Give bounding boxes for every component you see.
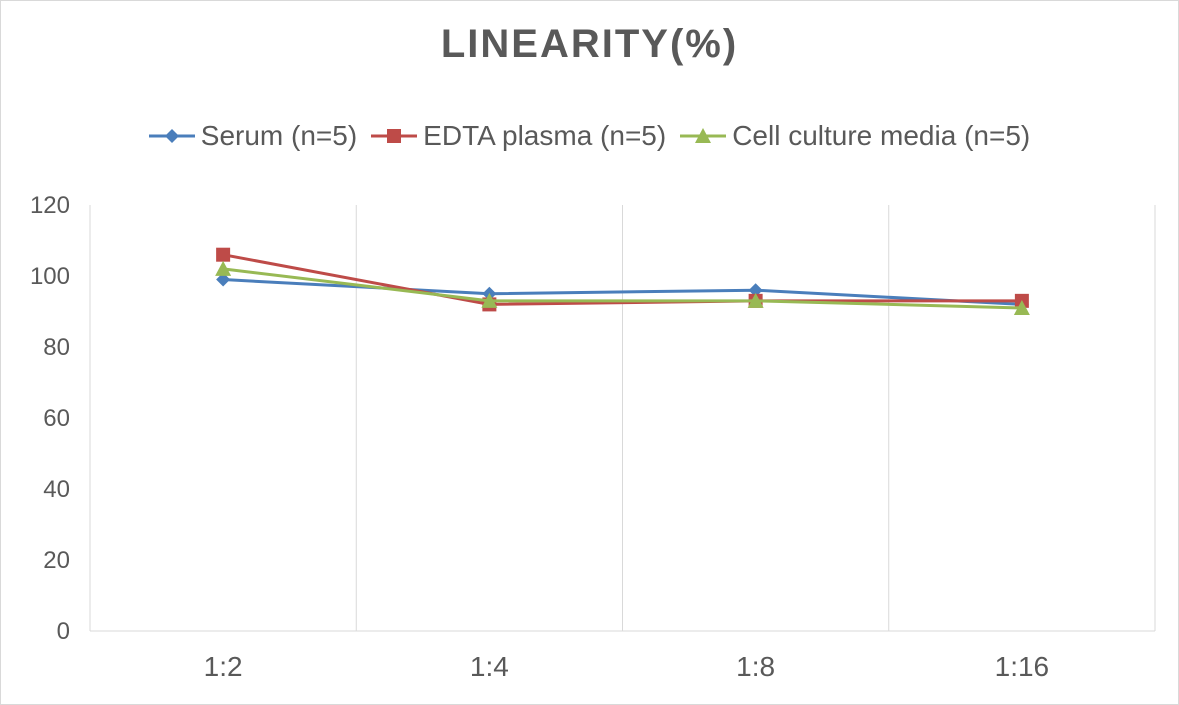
x-tick-label: 1:16 [995, 651, 1050, 682]
gridlines [89, 205, 1156, 631]
data-point-triangle [747, 292, 764, 308]
data-point-triangle [215, 260, 232, 276]
y-tick-label: 80 [43, 334, 70, 361]
x-tick-label: 1:8 [736, 651, 775, 682]
series-line [223, 278, 1022, 306]
y-tick-label: 120 [30, 192, 70, 219]
series-line [222, 253, 1022, 306]
series-line [222, 267, 1022, 310]
legend-item-serum: Serum (n=5) [148, 120, 358, 152]
legend-label-edta-plasma: EDTA plasma (n=5) [423, 120, 667, 151]
y-tick-label: 0 [57, 618, 70, 645]
legend-item-edta-plasma: EDTA plasma (n=5) [371, 120, 666, 152]
series-2 [215, 260, 1030, 315]
legend-swatch-edta-plasma [371, 129, 418, 143]
data-point-square [216, 247, 231, 262]
legend-item-cell-culture-media: Cell culture media (n=5) [680, 120, 1030, 152]
y-tick-label: 40 [43, 476, 70, 503]
x-tick-label: 1:2 [204, 651, 243, 682]
chart-title: LINEARITY(%) [440, 22, 739, 66]
y-tick-label: 20 [43, 547, 70, 574]
data-point-diamond [216, 272, 231, 287]
legend: Serum (n=5) EDTA plasma (n=5) Cell cultu… [0, 120, 1179, 152]
data-point-triangle [1013, 299, 1030, 315]
data-point-diamond [748, 283, 763, 298]
data-point-triangle [481, 292, 498, 308]
tick-labels: 0 20 40 60 80 100 120 1:2 1:4 1:8 1:16 [30, 192, 1049, 682]
legend-label-serum: Serum (n=5) [200, 120, 358, 151]
legend-swatch-cell-culture-media [680, 128, 727, 143]
y-tick-label: 60 [43, 405, 70, 432]
legend-label-cell-culture-media: Cell culture media (n=5) [732, 120, 1031, 151]
series-lines [215, 247, 1030, 315]
y-tick-label: 100 [30, 263, 70, 290]
legend-swatch-serum [148, 129, 195, 143]
x-tick-label: 1:4 [470, 651, 509, 682]
